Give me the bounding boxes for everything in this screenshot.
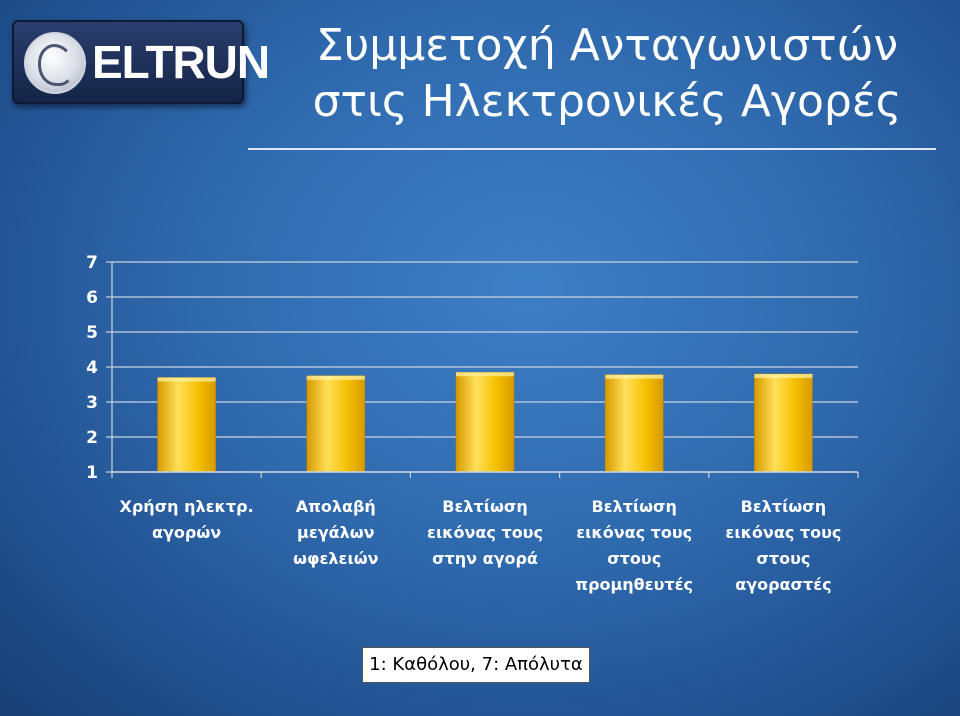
bar	[754, 373, 813, 473]
bar	[604, 374, 664, 473]
x-tick-label: Βελτίωση εικόνας τους στους αγοραστές	[725, 497, 841, 594]
y-tick-label: 4	[86, 358, 98, 378]
eltrun-logo: ELTRUN	[12, 20, 270, 104]
bar-top-highlight	[754, 374, 813, 378]
y-tick-label: 3	[86, 393, 98, 413]
bar	[306, 375, 366, 473]
y-tick-label: 7	[86, 253, 98, 273]
bar-top-highlight	[605, 374, 664, 379]
x-tick-label: Βελτίωση εικόνας τους στους προμηθευτές	[575, 497, 693, 594]
bar-top-highlight	[306, 375, 365, 380]
title-line-2: στις Ηλεκτρονικές Αγορές	[312, 76, 902, 127]
y-tick-label: 1	[86, 463, 98, 483]
title-line-1: Συμμετοχή Ανταγωνιστών	[315, 20, 899, 71]
x-tick-label: Χρήση ηλεκτρ. αγορών	[120, 497, 254, 542]
x-tick-label: Βελτίωση εικόνας τους στην αγορά	[427, 497, 543, 568]
y-tick-label: 5	[86, 323, 98, 343]
scale-legend: 1: Καθόλου, 7: Απόλυτα	[362, 647, 590, 683]
bar	[157, 377, 216, 473]
bar-top-highlight	[456, 372, 514, 377]
page-title: Συμμετοχή Ανταγωνιστών στις Ηλεκτρονικές…	[262, 18, 952, 130]
coin-emblem-icon	[24, 32, 86, 94]
bar-top-highlight	[157, 377, 216, 382]
bar	[455, 371, 515, 473]
scale-legend-text: 1: Καθόλου, 7: Απόλυτα	[369, 654, 583, 675]
y-tick-label: 6	[86, 288, 98, 308]
x-tick-label: Απολαβή μεγάλων ωφελειών	[293, 497, 379, 568]
logo-text: ELTRUN	[92, 36, 270, 88]
y-tick-label: 2	[86, 428, 98, 448]
title-divider	[248, 148, 936, 150]
